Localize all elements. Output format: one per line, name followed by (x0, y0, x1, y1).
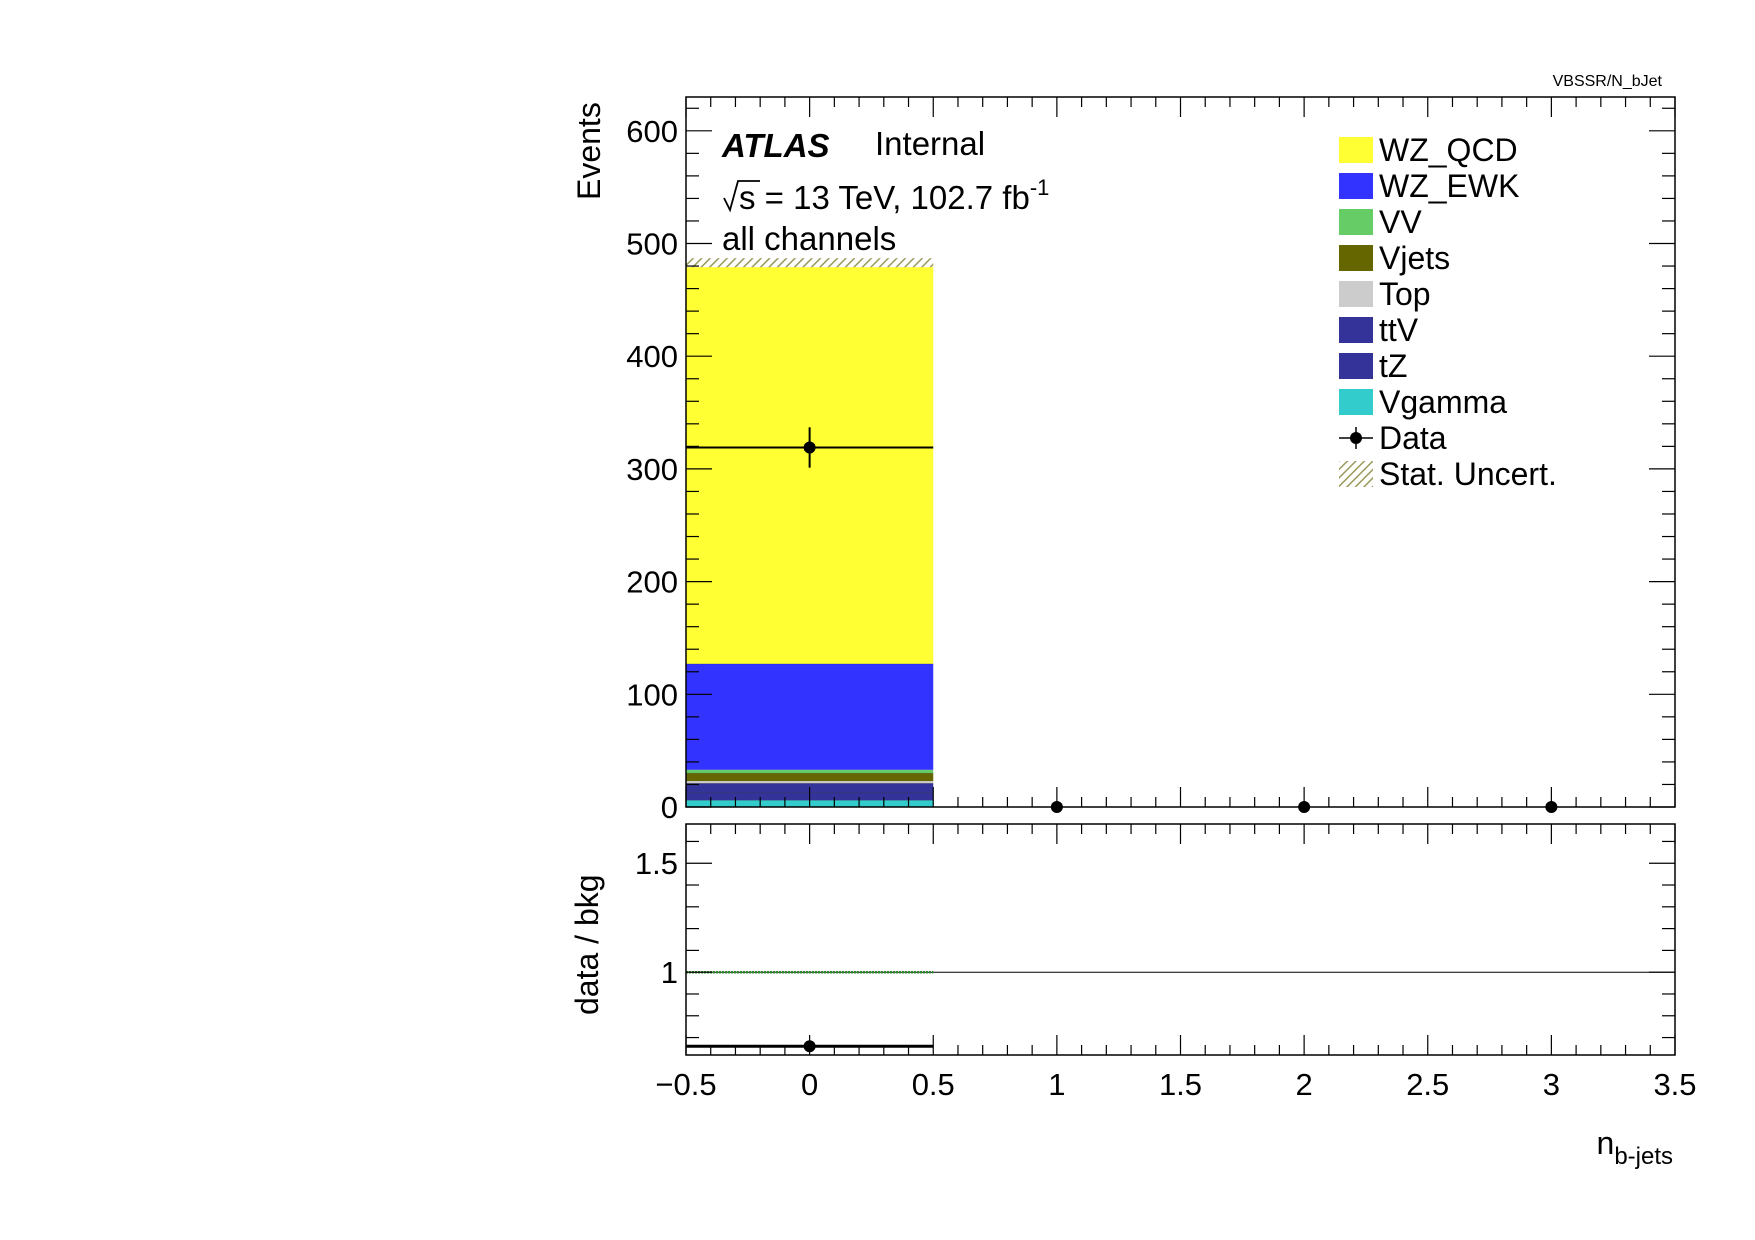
legend-swatch (1339, 137, 1373, 163)
legend-entry-wz-qcd: WZ_QCD (1339, 132, 1518, 168)
legend-label: ttV (1379, 312, 1419, 348)
legend-swatch (1339, 173, 1373, 199)
legend-entry-vgamma: Vgamma (1339, 384, 1507, 420)
legend-entry-data: Data (1339, 420, 1447, 456)
main-panel: 0 100 200 300 400 500 600 (626, 96, 1676, 825)
ratio-axis-ticks (685, 824, 1676, 1055)
ratio-y-tick-labels: 11.5 (635, 846, 678, 990)
y-tick-label: 0 (661, 790, 678, 825)
legend-swatch (1339, 281, 1373, 307)
x-tick-labels: −0.5 0 0.5 1 1.5 2 2.5 3 3.5 (655, 1067, 1696, 1102)
x-axis-label-subscript: b-jets (1614, 1143, 1673, 1170)
legend-entry-ttv: ttV (1339, 312, 1419, 348)
legend-entry-tz: tZ (1339, 348, 1407, 384)
legend-swatch (1339, 317, 1373, 343)
experiment-label: ATLAS (721, 127, 830, 164)
x-tick-label: 0 (801, 1067, 818, 1102)
ratio-y-tick-label: 1 (661, 955, 678, 990)
ratio-y-axis-label: data / bkg (569, 874, 605, 1015)
y-tick-label: 300 (626, 452, 678, 487)
x-tick-label: −0.5 (655, 1067, 716, 1102)
x-axis-label: nb-jets (1597, 1125, 1673, 1170)
legend-swatch (1339, 245, 1373, 271)
x-tick-label: 1.5 (1159, 1067, 1202, 1102)
x-tick-label: 2.5 (1406, 1067, 1449, 1102)
legend-label: WZ_EWK (1379, 168, 1519, 204)
histogram-path-label: VBSSR/N_bJet (1553, 73, 1663, 90)
y-tick-label: 200 (626, 565, 678, 600)
y-tick-label: 400 (626, 339, 678, 374)
legend-label: WZ_QCD (1379, 132, 1518, 168)
legend-entry-wz-ewk: WZ_EWK (1339, 168, 1519, 204)
main-y-tick-labels: 0 100 200 300 400 500 600 (626, 114, 678, 825)
y-tick-label: 100 (626, 677, 678, 712)
legend-label: Data (1379, 420, 1447, 456)
x-tick-label: 3.5 (1653, 1067, 1696, 1102)
sqrt-symbol (723, 180, 760, 213)
stat-uncert-band-bin-0 (686, 258, 934, 268)
data-point (686, 427, 934, 468)
stacked-histogram (686, 262, 934, 807)
legend-swatch (1339, 209, 1373, 235)
energy-lumi-label: s = 13 TeV, 102.7 fb-1 (739, 175, 1049, 216)
ratio-panel: 11.5 −0.5 0 0.5 1 1.5 2 2.5 3 3.5 (635, 823, 1697, 1102)
energy-lumi-text: s = 13 TeV, 102.7 fb (739, 179, 1030, 216)
legend-entry-top: Top (1339, 276, 1431, 312)
legend-entry-vjets: Vjets (1339, 240, 1450, 276)
stack-bar-vjets (686, 773, 934, 782)
legend-label: Top (1379, 276, 1431, 312)
legend-swatch (1339, 389, 1373, 415)
status-label: Internal (875, 125, 985, 162)
legend-label: VV (1379, 204, 1422, 240)
ratio-frame (685, 823, 1676, 1056)
data-points (686, 427, 1558, 813)
stack-bar-wz-ewk (686, 663, 934, 770)
y-axis-label: Events (571, 102, 607, 200)
region-label: all channels (722, 220, 896, 257)
x-tick-label: 2 (1296, 1067, 1313, 1102)
x-tick-label: 0.5 (912, 1067, 955, 1102)
legend-entry-vv: VV (1339, 204, 1422, 240)
legend-label: tZ (1379, 348, 1407, 384)
ratio-y-tick-label: 1.5 (635, 846, 678, 881)
data-marker (803, 441, 816, 454)
legend-label: Vgamma (1379, 384, 1507, 420)
stack-bar-top (686, 781, 934, 784)
stat-uncertainty-band (686, 258, 934, 268)
y-tick-label: 500 (626, 227, 678, 262)
atlas-label: ATLAS Internal s = 13 TeV, 102.7 fb-1 al… (721, 125, 1049, 257)
legend-label: Vjets (1379, 240, 1450, 276)
legend-label: Stat. Uncert. (1379, 456, 1557, 492)
x-tick-label: 1 (1048, 1067, 1065, 1102)
x-axis-label-main: n (1597, 1125, 1615, 1161)
stack-bar-vv (686, 769, 934, 774)
legend-hatch-swatch (1339, 461, 1373, 487)
y-tick-label: 600 (626, 114, 678, 149)
legend: WZ_QCDWZ_EWKVVVjetsTopttVtZVgammaDataSta… (1339, 132, 1557, 492)
legend-data-marker (1350, 432, 1362, 444)
lumi-unit-superscript: -1 (1030, 175, 1050, 200)
main-axis-ticks (685, 97, 1676, 808)
legend-swatch (1339, 353, 1373, 379)
x-tick-label: 3 (1543, 1067, 1560, 1102)
legend-entry-stat-uncert-: Stat. Uncert. (1339, 456, 1557, 492)
